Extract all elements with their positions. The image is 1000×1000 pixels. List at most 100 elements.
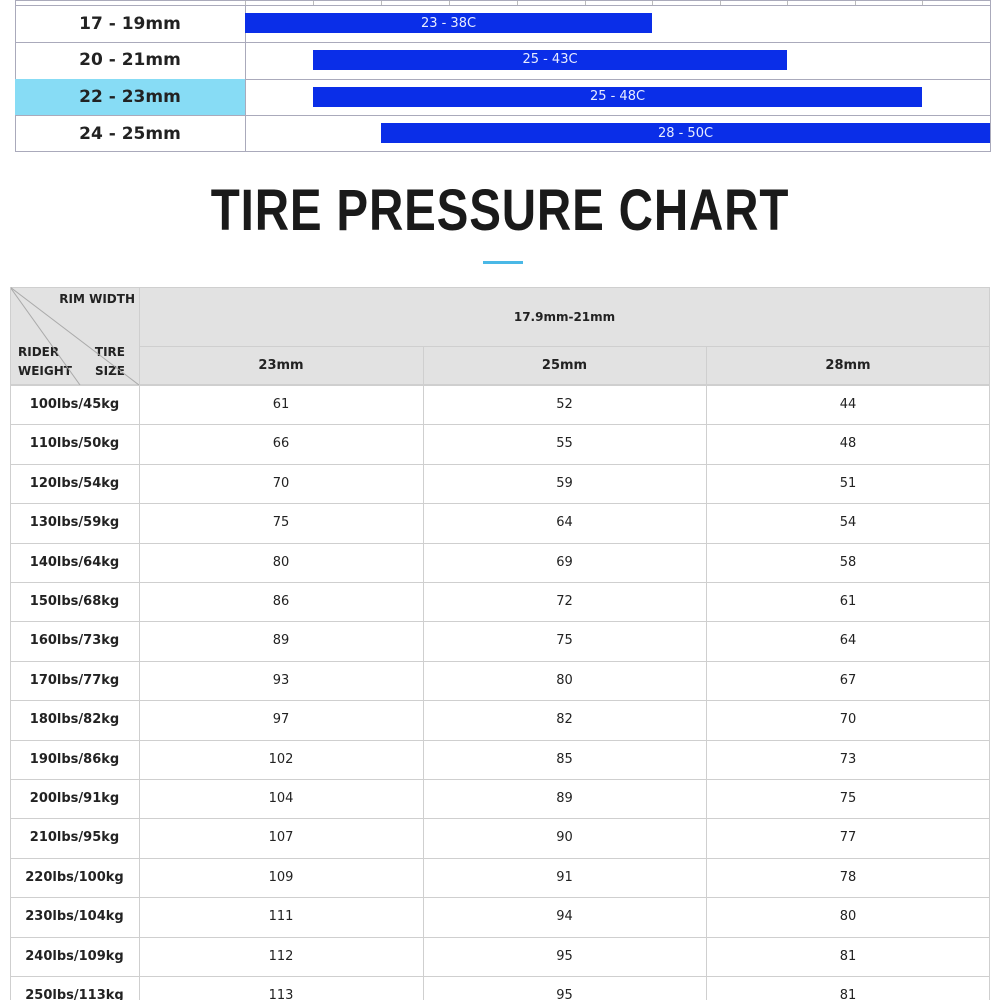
column-line (313, 0, 314, 5)
weight-cell: 230lbs/104kg (25, 909, 124, 925)
pressure-cell: 75 (839, 791, 857, 806)
size-label: 17 - 19mm (79, 13, 181, 34)
pressure-cell: 54 (839, 515, 857, 531)
weight-cell: 130lbs/59kg (29, 515, 120, 531)
row-line (10, 739, 990, 741)
pressure-cell: 81 (839, 988, 857, 1000)
column-line (922, 0, 923, 5)
weight-cell: 200lbs/91kg (29, 791, 120, 806)
range-bar: 23 - 38C (245, 13, 652, 33)
pressure-cell: 69 (556, 554, 573, 570)
pressure-cell: 85 (556, 751, 573, 767)
col-divider (139, 287, 140, 1000)
size-label: 24 - 25mm (79, 123, 181, 144)
col-divider (423, 346, 424, 1000)
row-line (10, 621, 990, 623)
row-line (10, 976, 990, 977)
pressure-cell: 58 (839, 554, 857, 570)
column-line (720, 0, 721, 5)
column-line (449, 0, 450, 5)
header-line (139, 346, 990, 347)
weight-cell: 110lbs/50kg (29, 436, 120, 452)
weight-cell: 240lbs/109kg (25, 948, 124, 964)
pressure-cell: 90 (556, 830, 573, 846)
left-border (10, 287, 11, 1000)
row-line (15, 78, 991, 80)
pressure-cell: 111 (268, 909, 294, 925)
column-line (381, 0, 382, 5)
column-line (855, 0, 856, 5)
pressure-cell: 70 (272, 475, 290, 491)
row-line (10, 818, 990, 820)
pressure-cell: 80 (556, 672, 573, 688)
pressure-cell: 75 (272, 515, 290, 531)
label-divider (245, 41, 246, 79)
pressure-cell: 73 (839, 751, 857, 767)
corner-rider-weight: RIDER WEIGHT (18, 345, 72, 378)
pressure-cell: 112 (268, 948, 294, 964)
pressure-cell: 97 (272, 712, 290, 728)
row-line (10, 936, 990, 938)
column-line (585, 0, 586, 5)
right-border (989, 287, 990, 1000)
weight-cell: 160lbs/73kg (29, 633, 120, 649)
row-line (10, 424, 990, 426)
pressure-cell: 48 (839, 436, 857, 452)
corner-diagonals (10, 287, 139, 385)
weight-cell: 150lbs/68kg (29, 594, 120, 609)
pressure-cell: 81 (839, 948, 857, 964)
pressure-cell: 94 (556, 909, 573, 925)
column-line (652, 0, 653, 5)
weight-cell: 180lbs/82kg (29, 712, 120, 728)
pressure-cell: 51 (839, 475, 857, 491)
pressure-cell: 77 (839, 830, 857, 846)
pressure-cell: 80 (272, 554, 290, 570)
column-header: 23mm (258, 358, 304, 373)
range-table-frame (15, 0, 991, 152)
row-line (10, 779, 990, 780)
pressure-cell: 44 (839, 397, 857, 412)
range-bar: 28 - 50C (381, 123, 990, 144)
pressure-cell: 61 (272, 397, 290, 412)
size-label: 22 - 23mm (15, 78, 245, 116)
weight-cell: 210lbs/95kg (29, 830, 120, 846)
range-bar: 25 - 43C (313, 49, 787, 70)
row-line (15, 115, 991, 117)
pressure-cell: 95 (556, 948, 573, 964)
pressure-cell: 59 (556, 475, 573, 491)
pressure-cell: 95 (556, 988, 573, 1000)
size-label: 20 - 21mm (79, 50, 181, 71)
row-line (10, 463, 990, 465)
corner-rim-width: RIM WIDTH (59, 292, 135, 306)
weight-cell: 190lbs/86kg (29, 751, 120, 767)
weight-cell: 120lbs/54kg (29, 475, 120, 491)
pressure-cell: 80 (839, 909, 857, 925)
pressure-cell: 109 (268, 869, 294, 885)
pressure-cell: 104 (268, 791, 294, 806)
weight-cell: 170lbs/77kg (29, 672, 120, 688)
row-line (10, 700, 990, 702)
corner-tire-size: TIRE SIZE (94, 345, 125, 378)
page-title: TIRE PRESSURE CHART (210, 178, 790, 243)
pressure-cell: 52 (556, 397, 573, 412)
pressure-cell: 55 (556, 436, 573, 452)
row-line (10, 542, 990, 544)
weight-cell: 140lbs/64kg (29, 554, 120, 570)
range-bar: 25 - 48C (313, 86, 922, 107)
pressure-cell: 89 (556, 791, 573, 806)
pressure-cell: 66 (272, 436, 290, 452)
row-line (10, 503, 990, 505)
weight-cell: 100lbs/45kg (29, 397, 120, 412)
row-line (15, 5, 991, 6)
pressure-cell: 102 (268, 751, 294, 767)
pressure-cell: 64 (839, 633, 857, 649)
pressure-cell: 75 (556, 633, 573, 649)
pressure-cell: 78 (839, 869, 857, 885)
row-line (10, 897, 990, 899)
pressure-cell: 67 (839, 672, 857, 688)
weight-cell: 220lbs/100kg (25, 869, 124, 885)
pressure-cell: 61 (839, 594, 857, 609)
pressure-cell: 93 (272, 672, 290, 688)
row-line (15, 41, 991, 43)
